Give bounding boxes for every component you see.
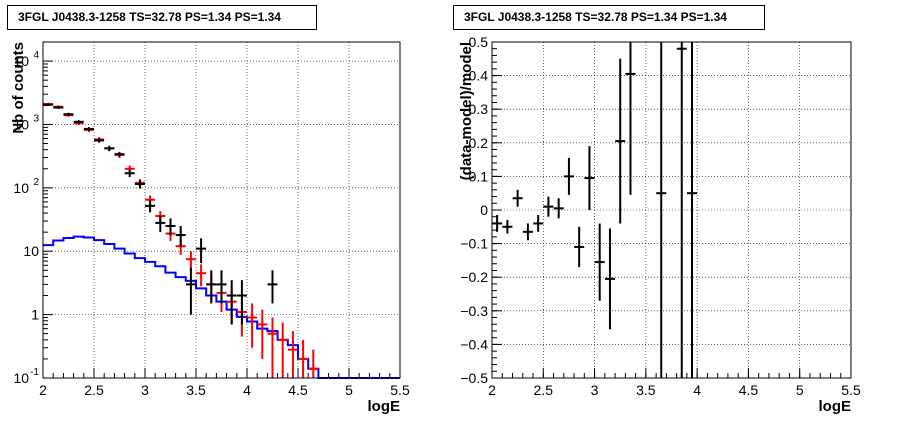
right-y-axis-label: (data-model)/model bbox=[458, 42, 475, 180]
right-series-0-point bbox=[594, 223, 605, 301]
left-y-tick-label: 10 bbox=[13, 370, 29, 386]
right-y-tick-label: −0.2 bbox=[460, 269, 488, 285]
left-series-2-point bbox=[83, 127, 94, 131]
right-y-tick-label: 0.3 bbox=[469, 101, 489, 117]
left-series-1-point bbox=[247, 303, 258, 348]
left-series-2-point bbox=[196, 238, 207, 264]
left-y-tick-exponent: 2 bbox=[33, 177, 39, 188]
left-x-tick-label: 2.5 bbox=[84, 382, 104, 398]
right-x-tick-label: 3.5 bbox=[636, 382, 656, 398]
right-series-0-point bbox=[656, 42, 667, 378]
left-series-2-point bbox=[165, 218, 176, 236]
left-y-tick-exponent: -1 bbox=[30, 367, 39, 378]
right-series-0-point bbox=[584, 146, 595, 210]
left-x-axis-label: logE bbox=[368, 398, 401, 415]
right-y-tick-label: −0.3 bbox=[460, 303, 488, 319]
right-chart-panel: 2 2.5 3 3.5 4 4.5 5 5.5 −0.5 −0.4 −0.3 −0.2 −0.1 0 0.1… bbox=[458, 34, 861, 415]
right-y-tick-label: 0 bbox=[480, 202, 488, 218]
right-series-0-point bbox=[553, 198, 564, 219]
right-y-tick-label: 0.4 bbox=[469, 68, 489, 84]
left-y-tick-exponent: 4 bbox=[33, 50, 39, 61]
right-y-tick-label: −0.4 bbox=[460, 336, 488, 352]
right-y-tick-label: 0.2 bbox=[469, 135, 489, 151]
left-y-tick-exponent: 3 bbox=[33, 113, 39, 124]
left-series-2-point bbox=[63, 112, 74, 116]
right-y-tick-label: 0.1 bbox=[469, 168, 489, 184]
right-series-0-point bbox=[676, 42, 687, 378]
left-series-2-point bbox=[155, 215, 166, 233]
right-x-tick-label: 5.5 bbox=[841, 382, 861, 398]
left-x-tick-label: 3 bbox=[141, 382, 149, 398]
left-y-tick-label: 10 bbox=[13, 116, 29, 132]
left-series-1-point bbox=[196, 264, 207, 287]
left-series-2-point bbox=[43, 103, 54, 107]
left-series-1-point bbox=[185, 251, 196, 270]
left-series-2-point bbox=[145, 200, 156, 213]
right-x-tick-label: 4 bbox=[693, 382, 701, 398]
left-y-tick-label: 10 bbox=[13, 180, 29, 196]
left-series-2-point bbox=[114, 151, 125, 157]
left-y-tick-label: 10 bbox=[13, 53, 29, 69]
left-series-2-point bbox=[206, 270, 217, 304]
right-plot-area bbox=[492, 42, 851, 378]
right-y-tick-label: −0.1 bbox=[460, 236, 488, 252]
right-x-tick-label: 5 bbox=[796, 382, 804, 398]
right-x-tick-label: 3 bbox=[591, 382, 599, 398]
left-series-1-point bbox=[267, 317, 278, 378]
right-series-0-point bbox=[543, 196, 554, 217]
right-series-0-point bbox=[615, 58, 626, 224]
right-y-tick-label: −0.5 bbox=[460, 370, 488, 386]
left-series-2-point bbox=[267, 270, 278, 304]
left-x-tick-label: 5.5 bbox=[390, 382, 410, 398]
right-series-0-point bbox=[512, 189, 523, 207]
left-series-1-point bbox=[287, 331, 298, 378]
left-x-tick-label: 4.5 bbox=[288, 382, 308, 398]
left-series-1-point bbox=[257, 309, 268, 359]
right-x-tick-label: 2 bbox=[488, 382, 496, 398]
right-series-0-point bbox=[625, 42, 636, 195]
right-series-0-point bbox=[522, 223, 533, 241]
left-series-2-point bbox=[236, 280, 247, 325]
left-x-tick-label: 5 bbox=[345, 382, 353, 398]
right-series-0-point bbox=[604, 228, 615, 330]
right-series-0-point bbox=[502, 220, 513, 234]
left-series-2-point bbox=[134, 179, 145, 189]
left-series-2-point bbox=[73, 120, 84, 124]
left-x-tick-label: 3.5 bbox=[186, 382, 206, 398]
left-series-0-step-line bbox=[43, 235, 400, 379]
left-y-tick-label: 1 bbox=[31, 307, 39, 323]
right-y-tick-label: 0.5 bbox=[469, 34, 489, 50]
left-x-tick-label: 2 bbox=[39, 382, 47, 398]
left-series-2-point bbox=[175, 226, 186, 247]
left-y-tick-label: 10 bbox=[23, 243, 39, 259]
right-series-0-point bbox=[574, 226, 585, 268]
left-y-axis-label: Nb of counts bbox=[10, 42, 27, 134]
left-series-2-point bbox=[185, 267, 196, 315]
left-series-2-point bbox=[94, 138, 105, 143]
left-x-tick-label: 4 bbox=[243, 382, 251, 398]
right-series-0-point bbox=[687, 42, 698, 378]
right-x-tick-label: 4.5 bbox=[739, 382, 759, 398]
right-frame bbox=[491, 41, 852, 379]
right-x-axis-label: logE bbox=[819, 398, 852, 415]
left-series-2-point bbox=[216, 270, 227, 304]
left-chart-title: 3FGL J0438.3-1258 TS=32.78 PS=1.34 PS=1.… bbox=[7, 5, 317, 30]
left-series-2-point bbox=[226, 280, 237, 325]
right-series-0-point bbox=[492, 215, 503, 232]
left-series-2-point bbox=[124, 169, 135, 178]
left-series-2-point bbox=[104, 145, 115, 152]
left-frame bbox=[42, 41, 401, 379]
right-series-0-point bbox=[533, 215, 544, 232]
right-x-tick-label: 2.5 bbox=[534, 382, 554, 398]
right-chart-title: 3FGL J0438.3-1258 TS=32.78 PS=1.34 PS=1.… bbox=[453, 5, 765, 30]
left-plot-area bbox=[43, 42, 400, 378]
left-series-1-point bbox=[308, 349, 319, 378]
right-series-0-point bbox=[563, 157, 574, 195]
left-series-1-point bbox=[277, 322, 288, 378]
left-series-1-point bbox=[298, 339, 309, 378]
left-series-2-point bbox=[53, 106, 64, 109]
